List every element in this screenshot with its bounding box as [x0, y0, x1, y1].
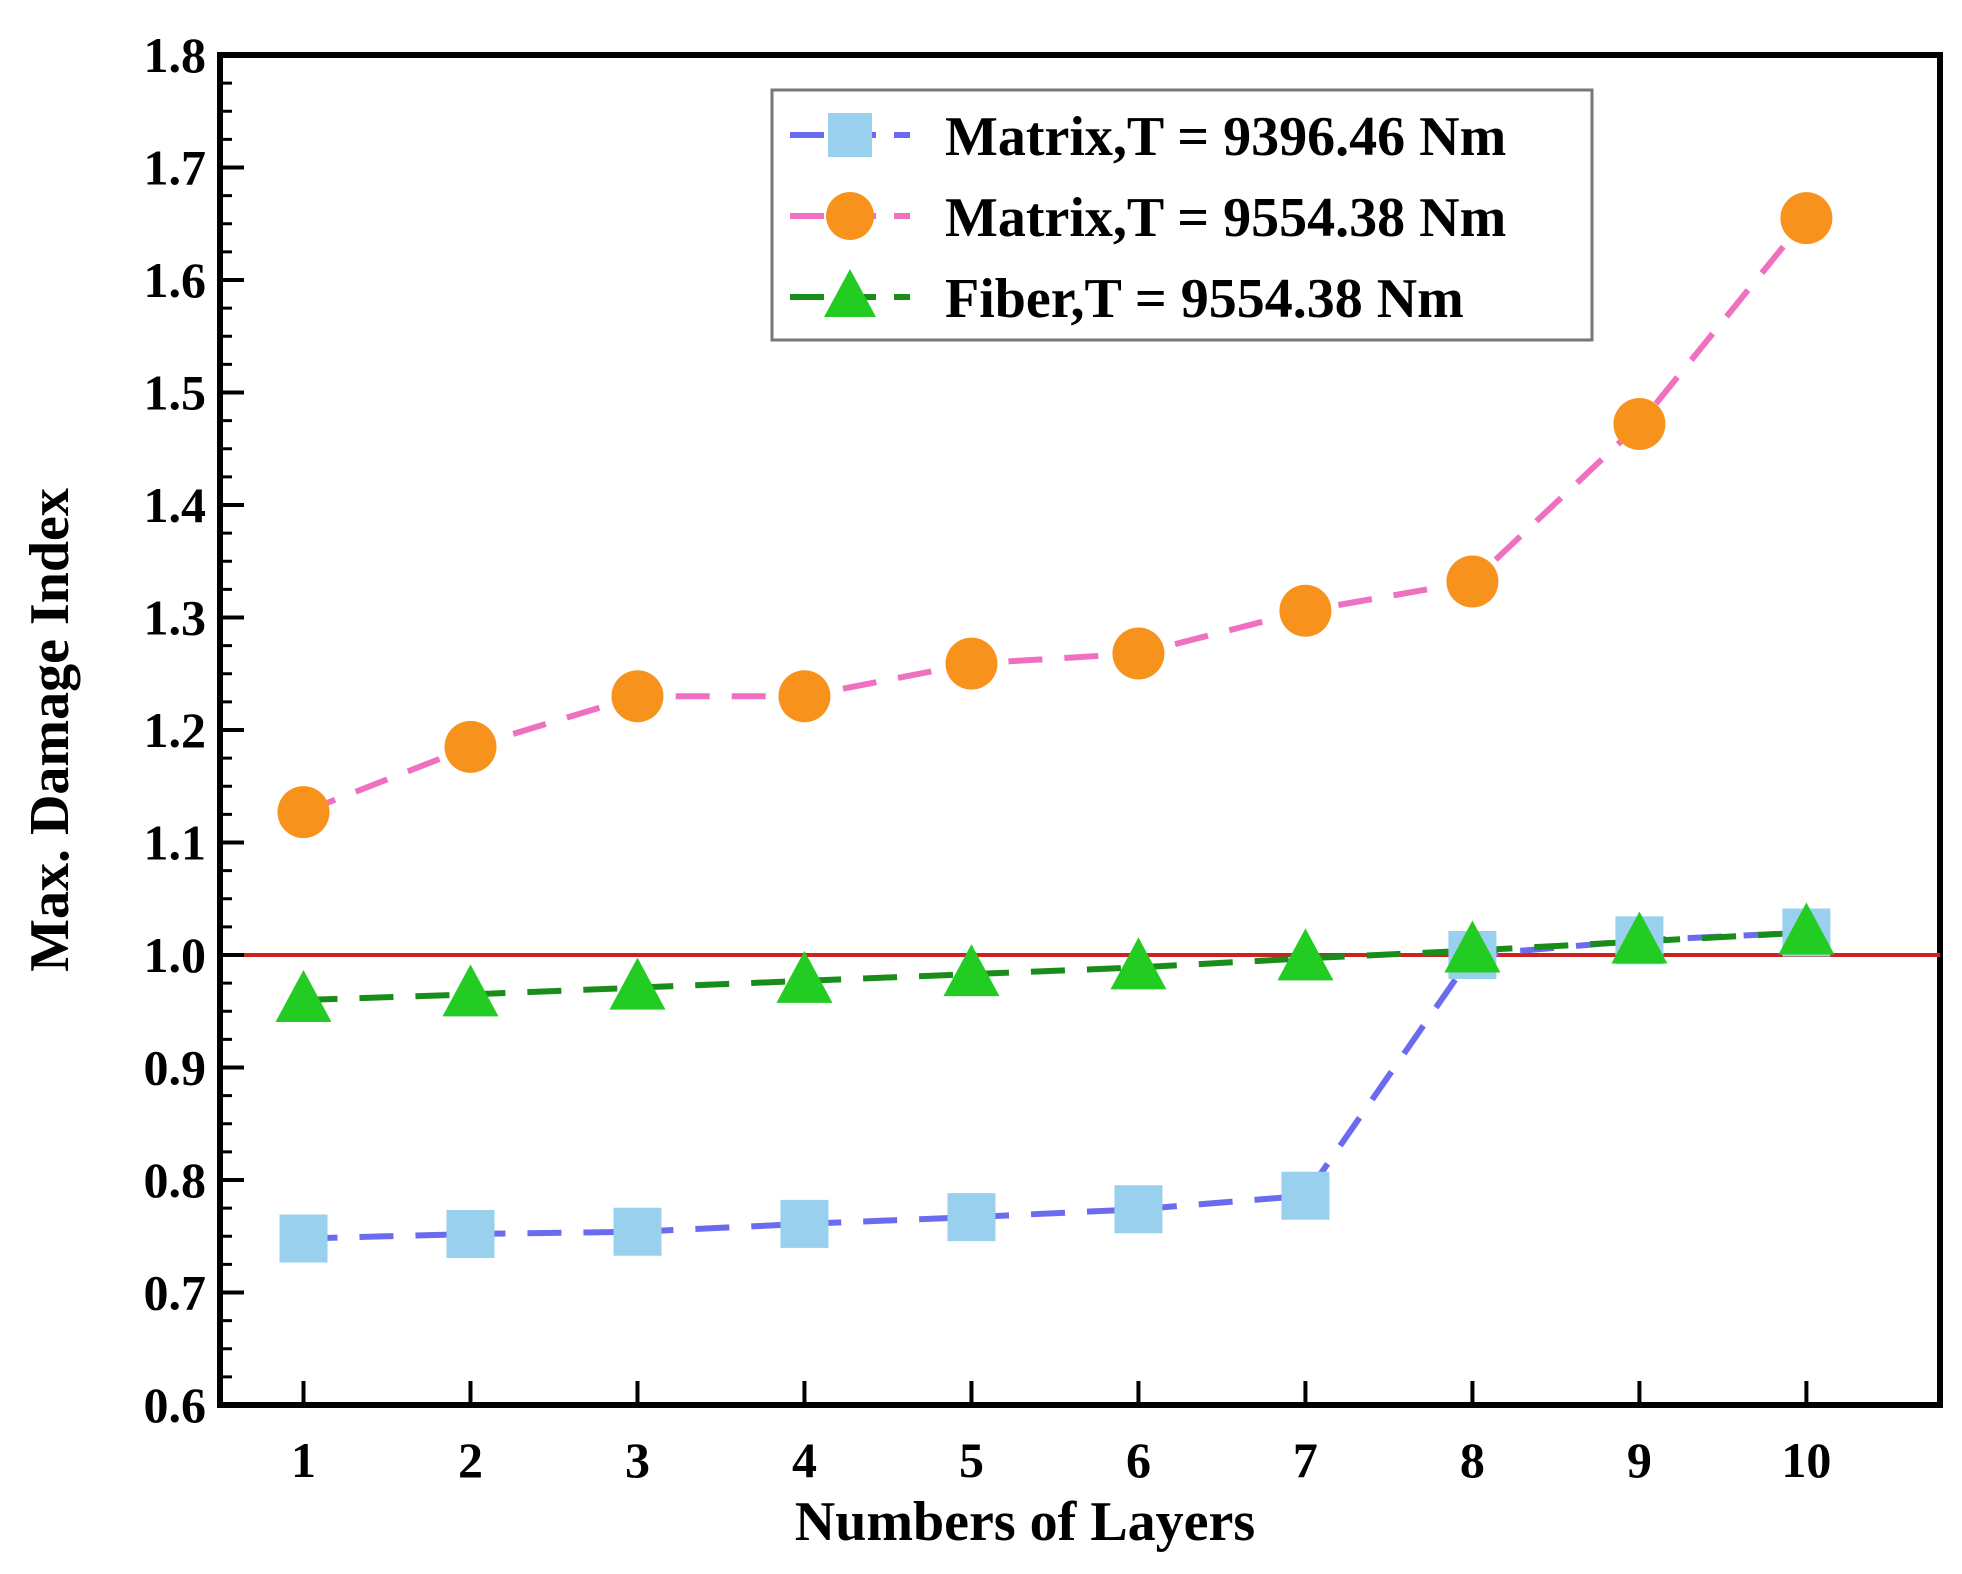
data-point-square — [1114, 1185, 1163, 1234]
data-point-circle — [277, 786, 330, 839]
data-point-circle — [1446, 555, 1499, 608]
data-point-square — [279, 1214, 328, 1263]
series-line-0 — [303, 929, 1807, 1242]
data-point-circle — [444, 720, 497, 773]
data-point-circle — [778, 670, 831, 723]
y-tick-label: 1.6 — [144, 252, 207, 308]
legend-item-matrix-9396: Matrix,T = 9396.46 Nm — [790, 106, 1506, 168]
data-point-triangle — [1277, 928, 1334, 981]
legend-item-matrix-9554: Matrix,T = 9554.38 Nm — [790, 187, 1506, 249]
legend-triangle-marker — [824, 269, 876, 317]
data-point-circle — [1279, 584, 1332, 637]
legend: Matrix,T = 9396.46 Nm Matrix,T = 9554.38… — [770, 88, 1594, 342]
x-tick-label: 9 — [1627, 1432, 1652, 1488]
data-point-square — [613, 1207, 662, 1256]
data-point-circle — [611, 670, 664, 723]
series-line-2 — [303, 929, 1807, 1003]
x-tick-label: 2 — [458, 1432, 483, 1488]
ticks-group: 0.6 0.7 0.8 0.9 1.0 1.1 1.2 1.3 1.4 1.5 1.6 1.7 1.8 1… — [144, 27, 1832, 1488]
data-point-triangle — [1444, 920, 1501, 973]
data-point-square — [446, 1210, 495, 1258]
data-point-triangle — [1110, 937, 1167, 990]
x-tick-label: 4 — [792, 1432, 817, 1488]
data-point-circle — [1780, 192, 1833, 245]
y-axis-title: Max. Damage Index — [19, 488, 81, 972]
y-tick-label: 0.6 — [144, 1377, 207, 1433]
y-tick-label: 0.9 — [144, 1040, 207, 1096]
legend-label-1: Matrix,T = 9554.38 Nm — [945, 187, 1506, 249]
data-point-triangle — [609, 957, 666, 1010]
data-point-triangle — [275, 970, 332, 1022]
data-point-circle — [945, 637, 998, 690]
data-point-circle — [1112, 627, 1165, 680]
legend-label-0: Matrix,T = 9396.46 Nm — [945, 106, 1506, 168]
y-tick-label: 1.7 — [144, 140, 207, 196]
legend-square-marker — [828, 113, 872, 157]
legend-circle-marker — [826, 192, 874, 240]
series-group — [275, 192, 1835, 1263]
x-tick-label: 7 — [1293, 1432, 1318, 1488]
x-axis-title: Numbers of Layers — [795, 1491, 1255, 1553]
data-point-triangle — [442, 964, 499, 1017]
data-point-square — [947, 1193, 996, 1242]
y-tick-label: 1.8 — [144, 27, 207, 83]
y-tick-label: 1.0 — [144, 927, 207, 983]
legend-label-2: Fiber,T = 9554.38 Nm — [945, 268, 1464, 330]
data-point-triangle — [1611, 911, 1668, 964]
y-tick-label: 1.4 — [144, 477, 207, 533]
y-tick-label: 1.5 — [144, 365, 207, 421]
y-tick-label: 1.1 — [144, 815, 207, 871]
data-point-circle — [1613, 398, 1666, 450]
x-tick-label: 1 — [291, 1432, 316, 1488]
data-point-triangle — [1778, 902, 1835, 955]
y-tick-label: 1.2 — [144, 702, 207, 758]
series-line-1 — [302, 216, 1809, 815]
data-point-triangle — [776, 950, 833, 1003]
data-point-square — [780, 1199, 829, 1248]
data-point-square — [1281, 1171, 1330, 1220]
legend-item-fiber-9554: Fiber,T = 9554.38 Nm — [790, 268, 1464, 330]
x-tick-label: 8 — [1460, 1432, 1485, 1488]
y-tick-label: 0.8 — [144, 1152, 207, 1208]
data-point-triangle — [943, 944, 1000, 997]
y-tick-label: 0.7 — [144, 1265, 207, 1321]
x-tick-label: 10 — [1781, 1432, 1831, 1488]
y-tick-label: 1.3 — [144, 590, 207, 646]
x-tick-label: 5 — [959, 1432, 984, 1488]
x-tick-label: 3 — [625, 1432, 650, 1488]
x-tick-label: 6 — [1126, 1432, 1151, 1488]
